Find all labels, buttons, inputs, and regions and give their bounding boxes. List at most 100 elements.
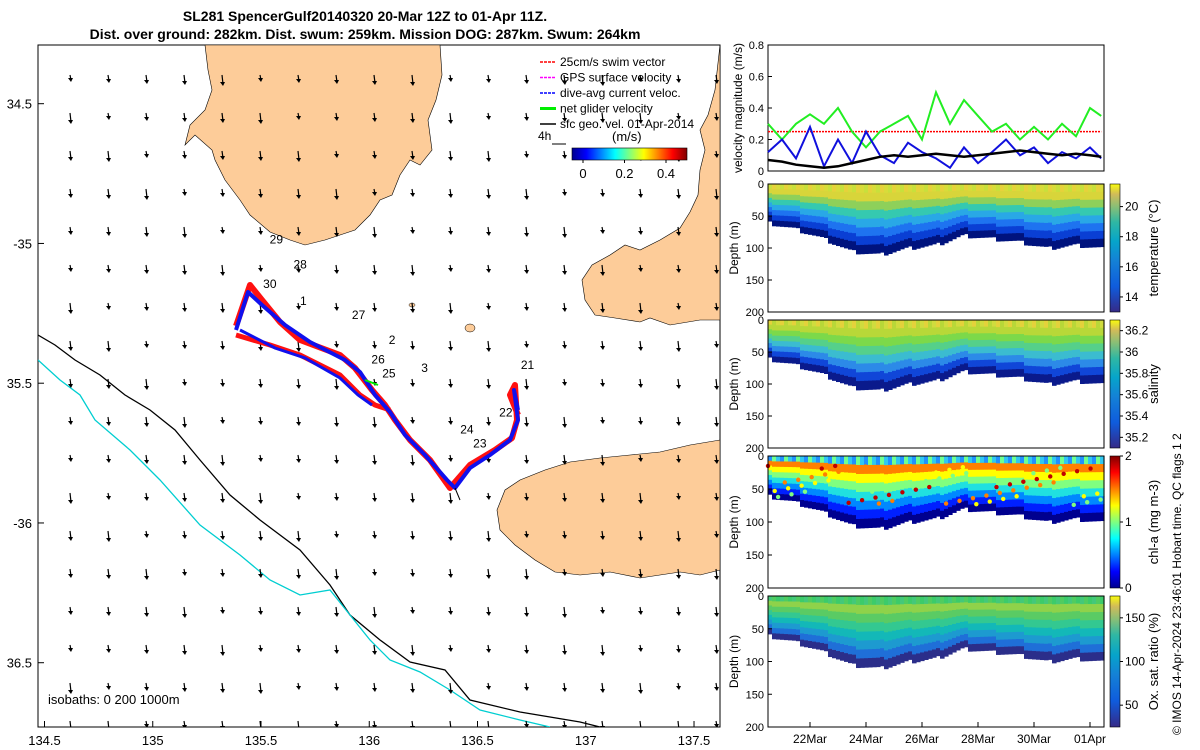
section-cell bbox=[1060, 367, 1065, 376]
section-cell bbox=[1004, 470, 1009, 479]
section-cell bbox=[808, 202, 813, 210]
section-cell bbox=[940, 335, 945, 344]
section-cell bbox=[1084, 604, 1089, 613]
section-cell bbox=[856, 227, 861, 237]
section-cell bbox=[820, 636, 825, 644]
section-cell bbox=[1072, 327, 1077, 336]
velocity-arrowhead bbox=[334, 497, 339, 501]
section-cell bbox=[860, 210, 865, 220]
section-cell bbox=[1064, 651, 1069, 660]
section-cell bbox=[940, 373, 945, 382]
section-cell bbox=[796, 184, 801, 191]
chl-sample-dot bbox=[1085, 500, 1090, 505]
section-cell bbox=[1088, 231, 1093, 240]
section-cell bbox=[964, 494, 969, 502]
section-cell bbox=[1032, 343, 1037, 352]
section-cell bbox=[1096, 191, 1101, 201]
section-cell bbox=[1100, 651, 1105, 661]
velocity-arrowhead bbox=[410, 499, 415, 503]
section-colorbar-tick-label: 18 bbox=[1125, 230, 1139, 244]
section-cell bbox=[1028, 350, 1033, 359]
section-cell bbox=[936, 220, 941, 229]
velocity-arrowhead bbox=[562, 614, 567, 618]
section-cell bbox=[976, 224, 981, 232]
section-cell bbox=[956, 609, 961, 617]
section-cell bbox=[948, 499, 953, 508]
section-cell bbox=[928, 320, 933, 329]
section-cell bbox=[968, 469, 973, 478]
velocity-arrowhead bbox=[486, 306, 491, 310]
section-cell bbox=[1024, 327, 1029, 336]
section-cell bbox=[888, 354, 893, 364]
section-cell bbox=[800, 474, 805, 482]
section-cell bbox=[856, 509, 861, 520]
section-colorbar-tick-label: 36 bbox=[1125, 345, 1139, 359]
section-cell bbox=[880, 499, 885, 510]
section-cell bbox=[1016, 506, 1021, 515]
section-cell bbox=[1000, 639, 1005, 648]
section-cell bbox=[784, 189, 789, 196]
section-cell bbox=[1072, 456, 1077, 465]
section-cell bbox=[776, 617, 781, 624]
section-cell bbox=[1076, 228, 1081, 237]
section-cell bbox=[932, 618, 937, 628]
section-cell bbox=[1036, 230, 1041, 239]
section-cell bbox=[956, 469, 961, 477]
section-cell bbox=[972, 602, 977, 611]
section-cell bbox=[900, 514, 905, 524]
section-cell bbox=[860, 491, 865, 502]
section-cell bbox=[984, 190, 989, 198]
section-cell bbox=[908, 603, 913, 613]
section-cell bbox=[852, 654, 857, 664]
section-cell bbox=[768, 460, 773, 467]
section-cell bbox=[1056, 472, 1061, 482]
section-cell bbox=[876, 201, 881, 211]
section-cell bbox=[976, 204, 981, 212]
section-cell bbox=[900, 200, 905, 209]
section-cell bbox=[796, 216, 801, 223]
section-cell bbox=[1064, 643, 1069, 653]
velocity-arrowhead bbox=[524, 270, 529, 274]
section-cell bbox=[1084, 488, 1089, 498]
section-cell bbox=[868, 509, 873, 520]
section-cell bbox=[844, 636, 849, 646]
section-cell bbox=[836, 627, 841, 636]
section-cell bbox=[868, 482, 873, 493]
section-cell bbox=[812, 596, 817, 604]
velocity-arrowhead bbox=[334, 386, 339, 390]
section-cell bbox=[784, 456, 789, 463]
section-cell bbox=[856, 658, 861, 669]
section-cell bbox=[960, 332, 965, 340]
section-cell bbox=[816, 642, 821, 650]
section-cell bbox=[892, 596, 897, 606]
section-cell bbox=[1096, 512, 1101, 522]
section-cell bbox=[780, 356, 785, 363]
section-cell bbox=[976, 353, 981, 361]
section-cell bbox=[808, 345, 813, 352]
section-cell bbox=[840, 207, 845, 216]
section-cell bbox=[816, 495, 821, 504]
velocity-arrowhead bbox=[562, 572, 567, 576]
section-cell bbox=[928, 350, 933, 359]
section-cell bbox=[848, 481, 853, 491]
section-cell bbox=[1040, 463, 1045, 473]
section-cell bbox=[1000, 603, 1005, 612]
section-cell bbox=[920, 231, 925, 240]
section-cell bbox=[820, 352, 825, 360]
section-cell bbox=[836, 635, 841, 644]
section-cell bbox=[892, 656, 897, 667]
section-cell bbox=[1020, 348, 1025, 356]
depth-ytick-label: 100 bbox=[746, 243, 764, 255]
velocity-arrowhead bbox=[676, 728, 681, 732]
section-cell bbox=[876, 337, 881, 347]
section-cell bbox=[1012, 499, 1017, 508]
section-cell bbox=[972, 483, 977, 492]
section-cell bbox=[1076, 356, 1081, 365]
section-cell bbox=[996, 355, 1001, 364]
map-xtick-label: 134.5 bbox=[28, 733, 61, 748]
section-cell bbox=[1072, 221, 1077, 230]
section-cell bbox=[812, 215, 817, 223]
day-label: 23 bbox=[473, 436, 487, 450]
section-cell bbox=[1052, 320, 1057, 329]
section-cell bbox=[1028, 479, 1033, 489]
